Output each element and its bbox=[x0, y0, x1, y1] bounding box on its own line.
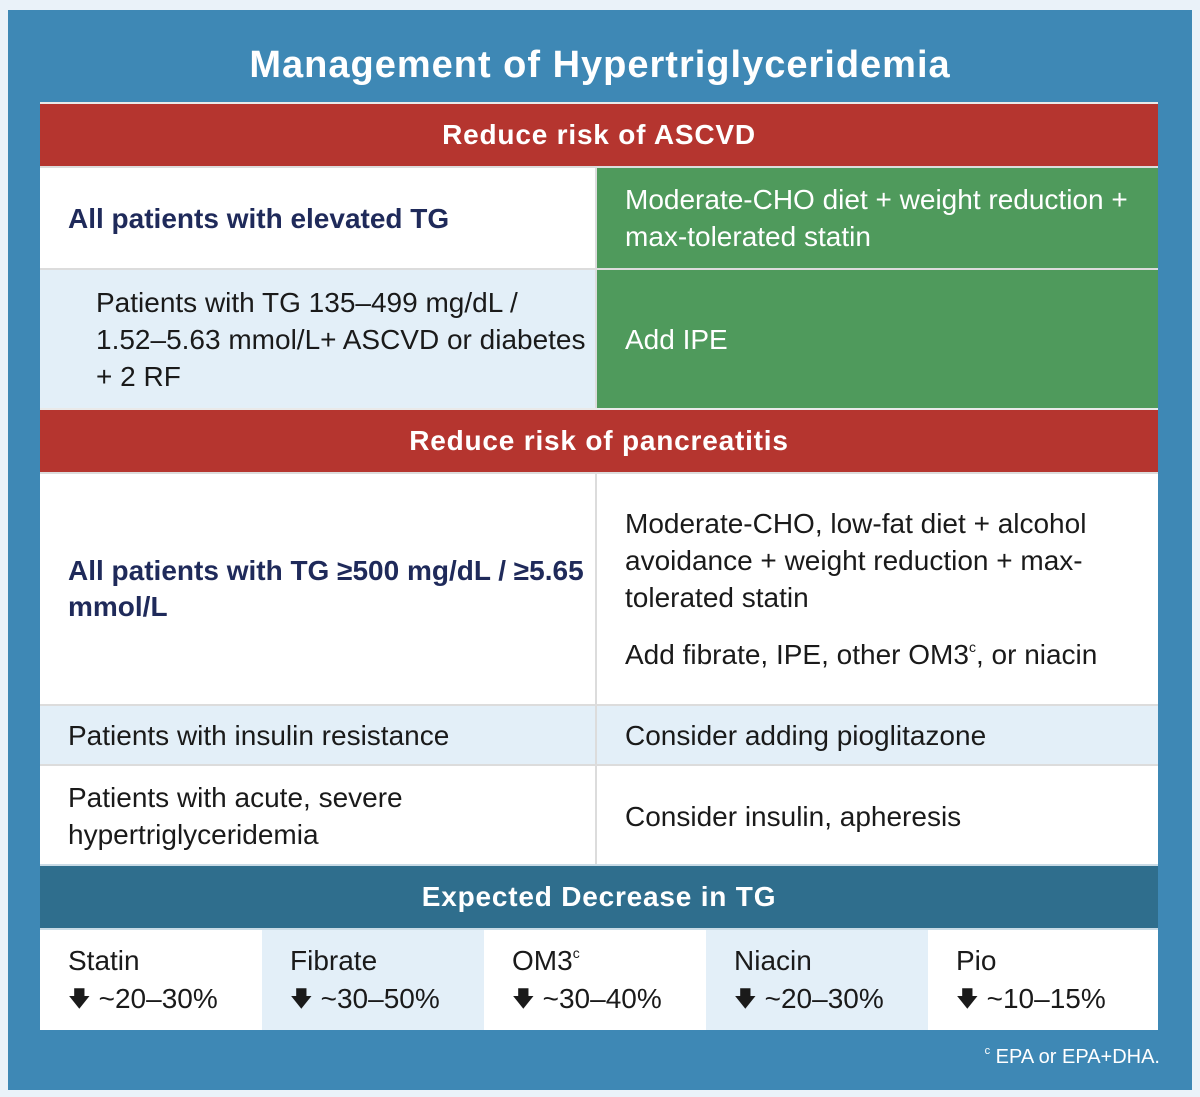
pancreatitis-row1-add-on-text: Add fibrate, IPE, other OM3 bbox=[625, 639, 969, 670]
drug-niacin: Niacin 🡇 ~20–30% bbox=[706, 930, 928, 1030]
pancreatitis-header: Reduce risk of pancreatitis bbox=[40, 408, 1158, 472]
down-arrow-icon: 🡇 bbox=[290, 986, 313, 1011]
drug-name: Pio bbox=[956, 945, 997, 976]
pancreatitis-row2-recommendation: Consider adding pioglitazone bbox=[595, 706, 1158, 764]
pancreatitis-row-high-tg: All patients with TG ≥500 mg/dL / ≥5.65 … bbox=[40, 472, 1158, 704]
down-arrow-icon: 🡇 bbox=[956, 986, 979, 1011]
ascvd-row-tg-range: Patients with TG 135–499 mg/dL / 1.52–5.… bbox=[40, 268, 1158, 408]
main-title: Management of Hypertriglyceridemia bbox=[249, 44, 951, 86]
ascvd-header: Reduce risk of ASCVD bbox=[40, 102, 1158, 166]
ascvd-row2-recommendation: Add IPE bbox=[595, 270, 1158, 408]
drug-decrease: 🡇 ~20–30% bbox=[68, 980, 262, 1018]
pancreatitis-row-acute-severe: Patients with acute, severe hypertriglyc… bbox=[40, 764, 1158, 866]
drug-statin: Statin 🡇 ~20–30% bbox=[40, 930, 262, 1030]
footnote: c EPA or EPA+DHA. bbox=[985, 1046, 1160, 1069]
down-arrow-icon: 🡇 bbox=[68, 986, 91, 1011]
pancreatitis-row1-add-on-tail: , or niacin bbox=[975, 639, 1098, 670]
expected-decrease-list: Statin 🡇 ~20–30% Fibrate 🡇 ~30–50% OM3c 🡇 ~… bbox=[40, 928, 1158, 1030]
ascvd-row-elevated-tg: All patients with elevated TG Moderate-C… bbox=[40, 166, 1158, 268]
pancreatitis-row1-add-on: Add fibrate, IPE, other OM3c, or niacin bbox=[625, 636, 1146, 673]
down-arrow-icon: 🡇 bbox=[734, 986, 757, 1011]
pancreatitis-row1-population: All patients with TG ≥500 mg/dL / ≥5.65 … bbox=[40, 474, 595, 704]
pancreatitis-row1-first-line: Moderate-CHO, low-fat diet + alcohol avo… bbox=[625, 508, 1087, 613]
drug-decrease: 🡇 ~30–50% bbox=[290, 980, 484, 1018]
drug-name: OM3c bbox=[512, 945, 580, 976]
ascvd-row1-population: All patients with elevated TG bbox=[40, 168, 595, 268]
drug-name: Fibrate bbox=[290, 945, 378, 976]
drug-decrease: 🡇 ~10–15% bbox=[956, 980, 1158, 1018]
pancreatitis-section: Reduce risk of pancreatitis All patients… bbox=[40, 408, 1158, 866]
expected-decrease-section: Expected Decrease in TG Statin 🡇 ~20–30% … bbox=[40, 864, 1158, 1030]
ascvd-section: Reduce risk of ASCVD All patients with e… bbox=[40, 102, 1158, 408]
down-arrow-icon: 🡇 bbox=[512, 986, 535, 1011]
footnote-text: EPA or EPA+DHA. bbox=[990, 1046, 1160, 1068]
drug-decrease: 🡇 ~20–30% bbox=[734, 980, 928, 1018]
ascvd-row2-population: Patients with TG 135–499 mg/dL / 1.52–5.… bbox=[40, 270, 595, 408]
ascvd-row1-recommendation: Moderate-CHO diet + weight reduction + m… bbox=[595, 168, 1158, 268]
pancreatitis-row2-population: Patients with insulin resistance bbox=[40, 706, 595, 764]
drug-decrease: 🡇 ~30–40% bbox=[512, 980, 706, 1018]
expected-decrease-header: Expected Decrease in TG bbox=[40, 864, 1158, 928]
pancreatitis-row3-recommendation: Consider insulin, apheresis bbox=[595, 766, 1158, 866]
drug-name: Niacin bbox=[734, 945, 812, 976]
footnote-marker: c bbox=[968, 639, 976, 655]
pancreatitis-row-insulin-resistance: Patients with insulin resistance Conside… bbox=[40, 704, 1158, 764]
drug-fibrate: Fibrate 🡇 ~30–50% bbox=[262, 930, 484, 1030]
pancreatitis-row1-recommendation: Moderate-CHO, low-fat diet + alcohol avo… bbox=[595, 474, 1158, 704]
infographic-frame: Management of Hypertriglyceridemia Reduc… bbox=[8, 10, 1192, 1090]
drug-pio: Pio 🡇 ~10–15% bbox=[928, 930, 1158, 1030]
footnote-marker: c bbox=[984, 1045, 991, 1057]
pancreatitis-row3-population: Patients with acute, severe hypertriglyc… bbox=[40, 766, 595, 866]
drug-name: Statin bbox=[68, 945, 140, 976]
drug-om3: OM3c 🡇 ~30–40% bbox=[484, 930, 706, 1030]
